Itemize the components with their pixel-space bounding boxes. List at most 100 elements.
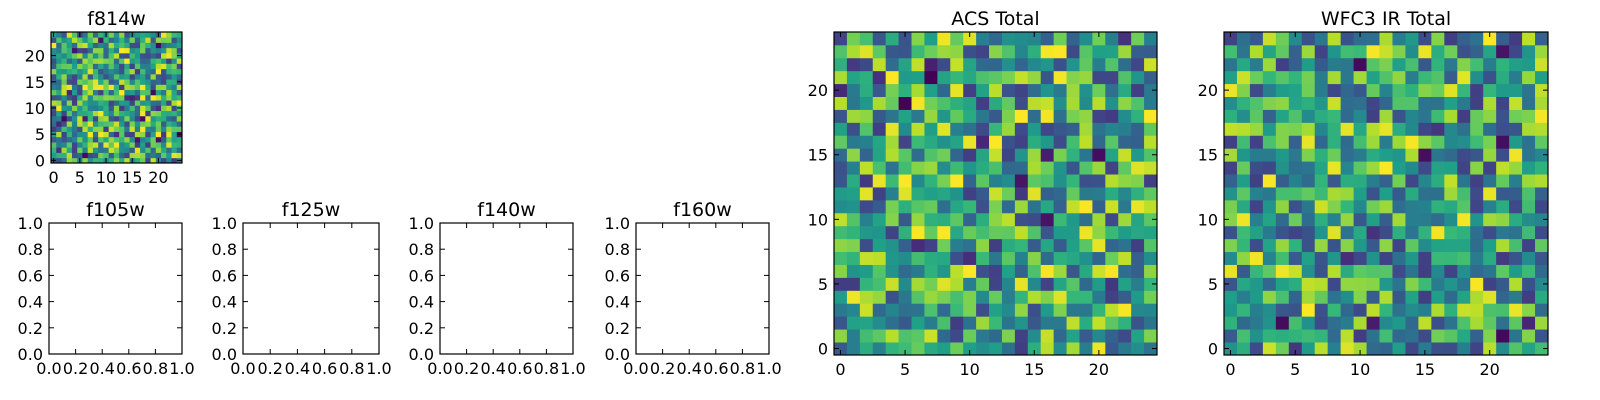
heatmap-cell <box>129 110 136 117</box>
heatmap-cell <box>976 135 990 149</box>
heatmap-cell <box>155 63 162 70</box>
heatmap-cell <box>1144 135 1158 149</box>
heatmap-cell <box>859 122 874 136</box>
heatmap-cell <box>1079 225 1093 240</box>
x-tick-label: 5 <box>900 360 910 379</box>
heatmap-cell <box>1522 96 1536 110</box>
heatmap-cell <box>103 42 110 49</box>
heatmap-cell <box>108 136 115 143</box>
heatmap-cell <box>82 68 89 75</box>
heatmap-cell <box>103 79 110 85</box>
heatmap-cell <box>1340 161 1354 175</box>
heatmap-cell <box>176 136 183 143</box>
heatmap-cell <box>108 32 115 38</box>
heatmap-cell <box>1131 44 1145 59</box>
heatmap-cell <box>859 57 874 72</box>
heatmap-cell <box>1001 32 1016 46</box>
heatmap-cell <box>51 121 57 127</box>
heatmap-cell <box>1144 32 1158 46</box>
heatmap-cell <box>1066 277 1080 291</box>
heatmap-cell <box>77 110 83 117</box>
heatmap-cell <box>1431 277 1445 291</box>
heatmap-cell <box>1327 161 1342 175</box>
x-tick-label: 0.0 <box>230 359 255 378</box>
heatmap-cell <box>1224 44 1238 59</box>
heatmap-cell <box>1405 161 1419 175</box>
heatmap-cell <box>1288 174 1303 188</box>
heatmap-cell <box>1001 70 1016 85</box>
heatmap-cell <box>82 32 89 38</box>
heatmap-cell <box>1066 187 1080 201</box>
heatmap-cell <box>1340 342 1354 356</box>
heatmap-cell <box>1066 290 1080 304</box>
heatmap-cell <box>1444 342 1458 356</box>
heatmap-cell <box>77 89 83 96</box>
heatmap-cell <box>1379 290 1393 304</box>
heatmap-cell <box>150 121 157 127</box>
heatmap-cell <box>1392 199 1406 214</box>
axes-frame <box>242 222 380 355</box>
heatmap-cell <box>155 37 162 43</box>
panel-title: f140w <box>477 199 536 221</box>
heatmap-cell <box>1224 148 1238 162</box>
heatmap-cell <box>98 126 104 132</box>
heatmap-cell <box>1118 109 1132 123</box>
heatmap-cell <box>976 148 990 162</box>
heatmap-cell <box>1457 57 1471 72</box>
heatmap-cell <box>1092 316 1106 330</box>
heatmap-cell <box>1040 303 1055 317</box>
heatmap-cell <box>61 94 68 101</box>
heatmap-cell <box>1131 199 1145 214</box>
heatmap-cell <box>1366 264 1380 278</box>
heatmap-cell <box>989 135 1003 149</box>
heatmap-cell <box>1224 238 1238 253</box>
heatmap-cell <box>937 225 951 240</box>
heatmap-cell <box>1405 264 1419 278</box>
heatmap-cell <box>1509 238 1523 253</box>
heatmap-cell <box>1327 44 1342 59</box>
heatmap-cell <box>1131 277 1145 291</box>
heatmap-cell <box>119 100 125 106</box>
heatmap-cell <box>77 121 83 127</box>
heatmap-cell <box>155 126 162 132</box>
heatmap-cell <box>1509 122 1523 136</box>
heatmap-cell <box>1405 238 1419 253</box>
heatmap-cell <box>1066 238 1080 253</box>
heatmap-cell <box>1236 290 1251 304</box>
heatmap-cell <box>1535 251 1549 265</box>
heatmap-cell <box>1470 303 1484 317</box>
heatmap-cell <box>1092 135 1106 149</box>
heatmap-cell <box>1105 277 1119 291</box>
heatmap-cell <box>108 73 115 80</box>
heatmap-cell <box>1444 303 1458 317</box>
heatmap-cell <box>119 126 125 132</box>
heatmap-cell <box>1236 342 1251 356</box>
heatmap-cell <box>834 290 848 304</box>
heatmap-cell <box>1301 187 1316 201</box>
heatmap-cell <box>885 199 899 214</box>
heatmap-cell <box>77 126 83 132</box>
heatmap-cell <box>1392 174 1406 188</box>
heatmap-cell <box>1288 70 1303 85</box>
heatmap-cell <box>1066 225 1080 240</box>
heatmap-cell <box>1236 122 1251 136</box>
heatmap-cell <box>1001 83 1016 97</box>
heatmap-cell <box>1249 199 1264 214</box>
heatmap-cell <box>1014 264 1029 278</box>
heatmap-cell <box>1092 109 1106 123</box>
heatmap-cell <box>1079 70 1093 85</box>
heatmap-cell <box>51 126 57 132</box>
heatmap-cell <box>140 68 146 75</box>
heatmap-cell <box>1522 70 1536 85</box>
heatmap-cell <box>846 109 861 123</box>
heatmap-cell <box>1366 32 1380 46</box>
heatmap-cell <box>61 37 68 43</box>
heatmap-cell <box>1431 316 1445 330</box>
heatmap-cell <box>1288 32 1303 46</box>
heatmap-cell <box>963 199 977 214</box>
heatmap-cell <box>1249 174 1264 188</box>
heatmap-cell <box>1483 70 1497 85</box>
heatmap-cell <box>145 142 151 148</box>
heatmap-cell <box>1522 316 1536 330</box>
heatmap-cell <box>108 115 115 122</box>
